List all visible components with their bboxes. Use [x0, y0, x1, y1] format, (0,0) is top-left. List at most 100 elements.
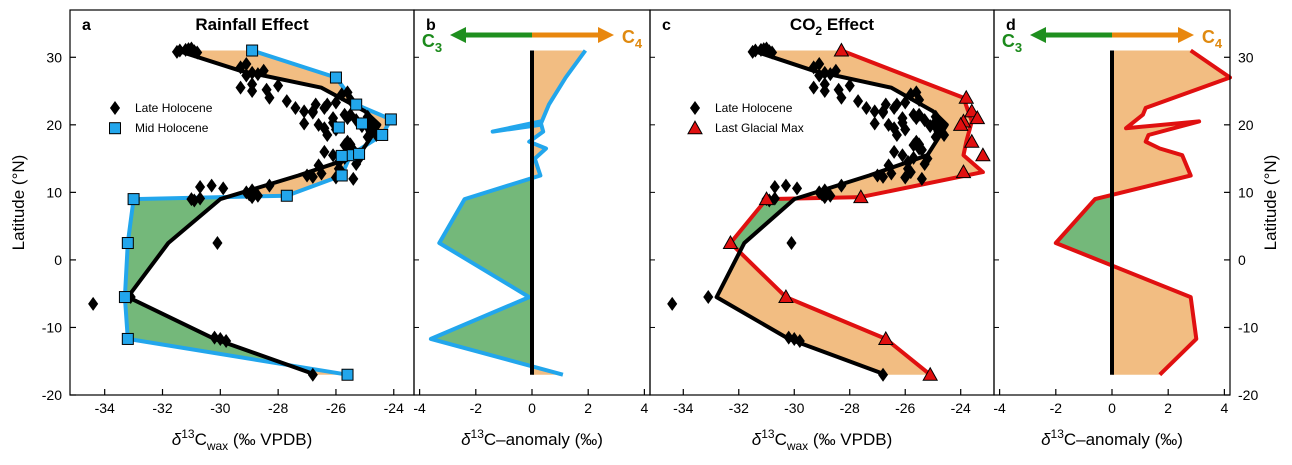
late-holocene-point: [212, 236, 223, 251]
mid-holocene-point: [121, 237, 134, 250]
late-holocene-point: [192, 45, 203, 60]
lgm-point: [952, 116, 969, 131]
late-holocene-point: [273, 78, 284, 93]
y-axis-label-left: Latitude (°N): [9, 155, 28, 251]
late-holocene-point: [290, 100, 301, 115]
y-tick-label-right: 0: [1238, 252, 1246, 268]
late-holocene-point: [703, 290, 714, 305]
late-holocene-point: [351, 157, 362, 171]
late-holocene-point: [783, 330, 794, 345]
late-holocene-point: [322, 97, 333, 112]
late-holocene-point: [808, 80, 819, 95]
late-holocene-point: [897, 111, 908, 126]
late-holocene-point: [345, 107, 356, 122]
late-holocene-point: [195, 191, 206, 206]
late-holocene-point: [747, 44, 758, 59]
lgm-point: [758, 191, 775, 206]
mid-holocene-point: [353, 147, 366, 160]
late-holocene-point: [833, 82, 844, 97]
lgm-point: [833, 42, 850, 57]
late-holocene-point: [891, 97, 902, 112]
late-holocene-point: [786, 236, 797, 251]
late-holocene-point: [313, 117, 324, 132]
x-tick-label: 2: [584, 400, 592, 416]
late-holocene-point: [252, 67, 263, 82]
lgm-point: [975, 147, 991, 162]
late-holocene-point: [869, 104, 880, 119]
x-tick-label: -34: [95, 400, 115, 416]
panel-letter: d: [1006, 17, 1016, 34]
late-holocene-point: [241, 68, 252, 83]
late-holocene-point: [825, 67, 836, 82]
mid-holocene-point: [121, 332, 134, 345]
late-holocene-line: [714, 48, 949, 377]
lgm-point: [852, 189, 869, 204]
x-tick-label: -26: [326, 400, 346, 416]
mid-holocene-point: [280, 189, 293, 202]
lgm-point: [722, 235, 739, 250]
late-holocene-point: [889, 121, 900, 136]
late-holocene-point: [844, 78, 855, 93]
late-holocene-point: [925, 119, 936, 134]
mid-holocene-point: [350, 98, 363, 111]
late-holocene-point: [836, 178, 847, 193]
late-holocene-point: [900, 122, 911, 137]
x-tick-label: -2: [470, 400, 483, 416]
late-holocene-point: [235, 80, 246, 95]
late-holocene-point: [789, 331, 800, 346]
y-tick-label-right: 10: [1238, 184, 1254, 200]
x-tick-label: -28: [268, 400, 288, 416]
y-tick-label-left: 0: [54, 252, 62, 268]
late-holocene-point: [916, 171, 927, 186]
late-holocene-point: [889, 100, 900, 115]
late-holocene-point: [889, 144, 900, 159]
late-holocene-point: [264, 178, 275, 193]
late-holocene-point: [667, 296, 678, 311]
x-axis-label: δ13C–anomaly (‰): [1041, 427, 1183, 449]
c3-arrowhead: [1030, 27, 1046, 43]
legend-late-holocene-marker: [689, 100, 701, 115]
late-holocene-point: [206, 178, 217, 193]
panel-letter: a: [82, 17, 91, 34]
x-tick-label: 4: [640, 400, 648, 416]
late-holocene-point: [247, 77, 258, 92]
late-holocene-point: [345, 137, 356, 152]
late-holocene-point: [794, 333, 805, 348]
x-axis-label: δ13Cwax (‰ VPDB): [172, 427, 313, 453]
late-holocene-point: [808, 60, 819, 75]
mid-holocene-point: [246, 44, 259, 57]
legend-lgm-marker: [687, 120, 703, 135]
legend-mid-holocene-marker: [109, 122, 121, 135]
mid-holocene-point: [127, 193, 140, 206]
x-tick-label: -32: [152, 400, 172, 416]
late-holocene-point: [877, 367, 889, 382]
late-holocene-point: [330, 95, 341, 110]
lgm-point: [958, 89, 975, 104]
late-holocene-point: [914, 137, 925, 152]
late-holocene-point: [814, 68, 825, 83]
y-tick-label-right: -10: [1238, 319, 1258, 335]
late-holocene-point: [307, 105, 318, 120]
late-holocene-point: [930, 129, 941, 144]
late-holocene-line: [125, 48, 382, 377]
late-holocene-point: [218, 181, 229, 196]
anomaly-line: [428, 49, 588, 377]
y-tick-label-right: -20: [1238, 387, 1258, 403]
late-holocene-point: [767, 45, 778, 60]
late-holocene-point: [310, 97, 321, 112]
late-holocene-point: [244, 187, 255, 202]
late-holocene-point: [307, 367, 318, 382]
late-holocene-point: [195, 179, 206, 194]
panel-a-c4-area-4: [177, 50, 391, 146]
mid-holocene-point: [376, 128, 389, 141]
legend-alt-label: Last Glacial Max: [715, 121, 804, 135]
mid-holocene-point: [118, 291, 131, 304]
x-tick-label: -24: [384, 400, 404, 416]
late-holocene-point: [900, 95, 911, 110]
late-holocene-point: [88, 296, 99, 311]
x-tick-label: 2: [1164, 400, 1172, 416]
x-tick-label: -30: [210, 400, 230, 416]
x-tick-label: -30: [784, 400, 804, 416]
x-tick-label: -34: [673, 400, 693, 416]
